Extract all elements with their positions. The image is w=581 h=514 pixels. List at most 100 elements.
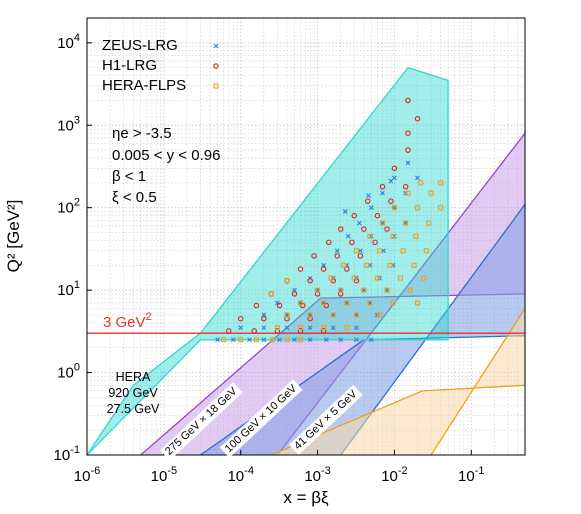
- y-tick-label: 103: [57, 114, 80, 134]
- zeus-lrg-point: [292, 287, 297, 293]
- zeus-lrg-point-stroke: [321, 300, 327, 306]
- hera-flps-point: [274, 325, 280, 331]
- zeus-lrg-point-stroke: [292, 337, 297, 343]
- legend-label: H1-LRG: [102, 57, 157, 74]
- zeus-lrg-point-stroke: [323, 337, 329, 343]
- zeus-lrg-point: [342, 209, 348, 214]
- zeus-lrg-point-stroke: [307, 325, 313, 331]
- h1-lrg-point: [311, 253, 317, 259]
- zeus-lrg-point-stroke: [230, 337, 236, 343]
- zeus-lrg-point: [392, 205, 397, 211]
- zeus-lrg-point-stroke: [338, 337, 344, 343]
- hera-flps-point: [407, 287, 413, 293]
- zeus-lrg-point: [238, 325, 244, 331]
- zeus-lrg-point: [307, 325, 313, 331]
- h1-lrg-point: [405, 97, 411, 104]
- x-axis-label: x = βξ: [283, 488, 329, 507]
- h1-lrg-point: [405, 130, 411, 136]
- zeus-lrg-point: [384, 287, 390, 293]
- zeus-lrg-point-stroke: [307, 312, 313, 318]
- zeus-lrg-point: [354, 325, 359, 331]
- hera-flps-point: [307, 312, 313, 318]
- h1-lrg-point: [357, 253, 364, 259]
- hera-flps-point: [315, 287, 321, 293]
- h1-lrg-point: [391, 165, 398, 172]
- zeus-lrg-point: [277, 337, 282, 343]
- hera-flps-point: [403, 220, 409, 226]
- zeus-lrg-point-stroke: [380, 190, 385, 196]
- hera-label-line-2: 920 GeV: [108, 386, 158, 400]
- band-fill: [271, 308, 525, 455]
- zeus-lrg-point: [345, 233, 351, 239]
- zeus-lrg-point: [356, 220, 362, 226]
- cut-xi: ξ < 0.5: [112, 189, 157, 206]
- h1-lrg-point: [351, 212, 357, 219]
- x-tick-label: 10-1: [458, 465, 484, 485]
- hera-flps-point: [411, 262, 417, 268]
- h1-lrg-point: [261, 315, 267, 322]
- zeus-lrg-point-stroke: [368, 233, 374, 239]
- zeus-lrg-point-stroke: [392, 205, 397, 211]
- h1-lrg-point: [337, 226, 344, 232]
- hera-flps-point: [284, 337, 290, 343]
- h1-lrg-point: [237, 315, 244, 322]
- zeus-lrg-point: [392, 175, 397, 181]
- hera-flps-point: [391, 205, 397, 211]
- hera-flps-point: [367, 300, 373, 306]
- zeus-lrg-point-stroke: [354, 325, 359, 331]
- h1-lrg-point: [414, 115, 421, 122]
- hera-flps-point: [364, 262, 370, 268]
- cut-beta: β < 1: [112, 168, 146, 185]
- zeus-lrg-point: [388, 178, 394, 184]
- zeus-lrg-point-stroke: [356, 220, 362, 226]
- h1-lrg-point: [388, 198, 394, 204]
- h1-lrg-point: [320, 328, 327, 334]
- zeus-lrg-point: [307, 312, 313, 318]
- zeus-lrg-point: [357, 248, 363, 254]
- h1-lrg-point: [384, 226, 390, 232]
- zeus-lrg-point: [366, 193, 371, 199]
- zeus-lrg-point-stroke: [354, 337, 359, 343]
- hera-flps-point: [426, 220, 432, 226]
- zeus-lrg-point: [292, 337, 297, 343]
- hera-flps-point: [390, 300, 396, 306]
- hera-flps-point: [344, 325, 350, 331]
- y-tick-label: 101: [57, 279, 80, 299]
- hera-flps-point: [353, 312, 359, 318]
- h1-lrg-point: [372, 239, 378, 246]
- hera-flps-point: [367, 233, 373, 239]
- zeus-lrg-point: [344, 300, 350, 306]
- x-tick-label: 10-2: [381, 465, 407, 485]
- h1-lrg-point: [307, 277, 313, 284]
- zeus-lrg-point-stroke: [345, 233, 351, 239]
- zeus-lrg-point-stroke: [298, 300, 303, 306]
- zeus-lrg-point-stroke: [261, 312, 267, 318]
- zeus-lrg-point: [215, 337, 220, 343]
- hera-flps-point: [353, 248, 359, 254]
- x-tick-label: 10-4: [227, 465, 253, 485]
- hera-flps-point: [284, 312, 290, 318]
- band-fill: [140, 133, 525, 455]
- zeus-lrg-point: [330, 325, 336, 331]
- hera-flps-point: [397, 275, 404, 281]
- h1-lrg-point: [405, 147, 411, 153]
- hera-flps-point: [421, 275, 427, 281]
- legend-label: ZEUS-LRG: [102, 37, 178, 54]
- h1-lrg-point: [291, 291, 298, 297]
- hera-flps-point: [374, 275, 380, 281]
- h1-lrg-point: [253, 302, 260, 309]
- zeus-lrg-point: [380, 220, 385, 226]
- zeus-lrg-point: [381, 248, 386, 254]
- zeus-lrg-point: [338, 287, 344, 293]
- zeus-lrg-point-stroke: [388, 178, 394, 184]
- hera-flps-point: [297, 337, 304, 343]
- zeus-lrg-point: [261, 325, 267, 331]
- data-points: [215, 97, 444, 343]
- zeus-lrg-point-stroke: [261, 337, 267, 343]
- zeus-lrg-point-stroke: [354, 312, 359, 318]
- reference-line-label: 3 GeV2: [103, 311, 152, 331]
- y-tick-label: 104: [57, 32, 80, 52]
- hera-flps-point: [400, 248, 406, 254]
- band-fill: [200, 204, 525, 455]
